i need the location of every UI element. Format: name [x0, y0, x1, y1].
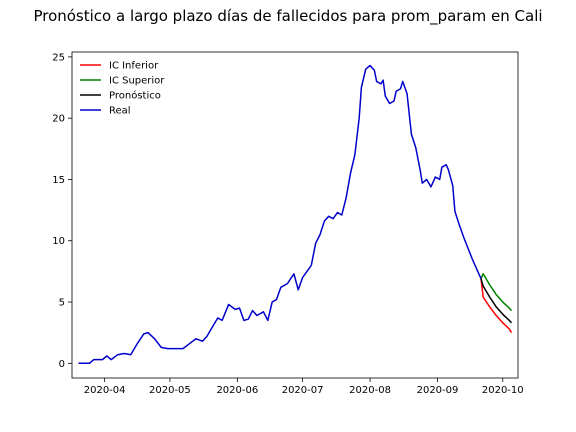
y-tick-label: 20	[52, 114, 65, 125]
series-line-real	[78, 64, 482, 365]
series-line-ic-inferior	[480, 278, 513, 334]
legend: IC Inferior IC Superior Pronóstico Real	[80, 61, 165, 117]
legend-label-pronostico: Pronóstico	[109, 90, 161, 102]
y-tick-label: 15	[52, 175, 65, 186]
legend-label-real: Real	[109, 106, 131, 117]
x-tick-label: 2020-07	[282, 385, 324, 396]
y-tick-label: 5	[59, 298, 65, 309]
x-tick-label: 2020-08	[349, 385, 391, 396]
series-line-pronostico	[480, 278, 513, 324]
x-axis: 2020-04 2020-05 2020-06 2020-07 2020-08 2020-…	[84, 378, 524, 396]
legend-label-ic-superior: IC Superior	[109, 76, 165, 87]
x-tick-label: 2020-05	[149, 385, 191, 396]
y-tick-label: 10	[52, 236, 65, 247]
plot-frame	[71, 51, 519, 379]
series-lines	[78, 64, 513, 365]
series-line-ic-superior	[480, 273, 513, 312]
x-tick-label: 2020-09	[417, 385, 459, 396]
y-tick-label: 25	[52, 52, 65, 63]
x-tick-label: 2020-06	[216, 385, 258, 396]
x-tick-label: 2020-10	[482, 385, 524, 396]
legend-label-ic-inferior: IC Inferior	[109, 61, 159, 72]
y-axis: 0 5 10 15 20 25	[52, 52, 72, 370]
x-tick-label: 2020-04	[84, 385, 126, 396]
y-tick-label: 0	[59, 359, 65, 370]
chart-title: Pronóstico a largo plazo días de falleci…	[33, 7, 543, 25]
